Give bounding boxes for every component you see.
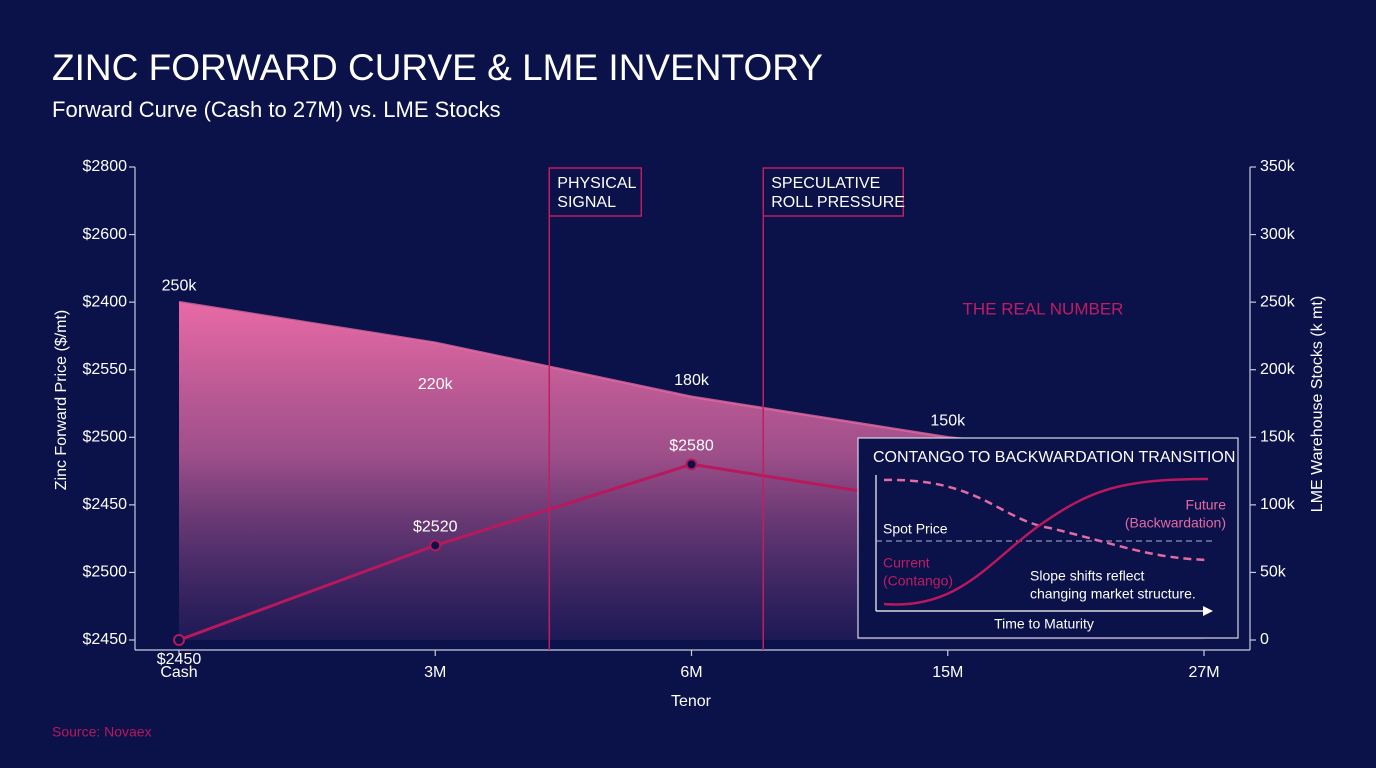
y2-tick-label: 100k: [1260, 496, 1296, 513]
y2-tick-label: 150k: [1260, 429, 1296, 446]
x-tick-label: 6M: [680, 664, 702, 681]
inset-label: Spot Price: [883, 521, 948, 537]
inset: CONTANGO TO BACKWARDATION TRANSITION Spot…: [857, 437, 1239, 639]
source: Source: Novaex: [52, 724, 152, 740]
plot: $2800 $2600 $2400 $2550 $2500 $2450 $2500 $2450…: [83, 158, 1296, 681]
inset-label: Future: [1186, 497, 1227, 513]
annotation-text: PHYSICAL: [557, 175, 636, 192]
chart-title: ZINC FORWARD CURVE & LME INVENTORY: [52, 47, 823, 88]
y2-tick-label: 0: [1260, 631, 1269, 648]
annotation-text: THE REAL NUMBER: [963, 299, 1124, 318]
contango-curve: [883, 478, 1209, 562]
value-label: 180k: [674, 372, 710, 389]
annotation-box: [762, 167, 904, 217]
inset-label: (Backwardation): [1125, 515, 1226, 531]
y-tick-label: $2450: [83, 631, 128, 648]
inset-label: changing market structure.: [1030, 586, 1196, 602]
y-axis-title: Zinc Forward Price ($/mt): [53, 310, 70, 490]
x-axis-title: Tenor: [671, 693, 712, 710]
y2-tick-label: 350k: [1260, 158, 1296, 175]
y-tick-label: $2400: [83, 293, 128, 310]
y-tick-label: $2450: [83, 496, 128, 513]
y-tick-label: $2600: [83, 226, 128, 243]
value-label: 150k: [930, 413, 966, 430]
y-tick-label: $2800: [83, 158, 128, 175]
value-label: 250k: [162, 277, 198, 294]
inset-axis-label: Time to Maturity: [994, 616, 1094, 632]
x-tick-label: 3M: [424, 664, 446, 681]
x-tick-label: 27M: [1188, 664, 1219, 681]
value-label: $2520: [413, 519, 458, 536]
inset-title: CONTANGO TO BACKWARDATION TRANSITION: [873, 449, 1235, 466]
price-point: [429, 539, 442, 552]
inset-label: Current: [883, 555, 930, 571]
value-label: 220k: [418, 376, 454, 393]
value-label: $2450: [157, 651, 202, 668]
annotation-text: ROLL PRESSURE: [771, 194, 905, 211]
y2-axis-title: LME Warehouse Stocks (k mt): [1309, 296, 1326, 512]
value-label: $2580: [669, 438, 714, 455]
inset-label: Slope shifts reflect: [1030, 568, 1144, 584]
y-tick-label: $2500: [83, 429, 128, 446]
backwardation-curve: [883, 477, 1209, 606]
chart-subtitle: Forward Curve (Cash to 27M) vs. LME Stoc…: [52, 97, 501, 122]
inset-arrow: [1203, 606, 1213, 616]
inset-box: [857, 437, 1239, 639]
inset-label: (Contango): [883, 573, 953, 589]
price-point: [685, 458, 698, 471]
y2-tick-label: 300k: [1260, 226, 1296, 243]
y-tick-label: $2500: [83, 564, 128, 581]
y2-tick-label: 250k: [1260, 293, 1296, 310]
y2-tick-label: 50k: [1260, 564, 1287, 581]
annotation-text: SIGNAL: [557, 194, 616, 211]
y-tick-label: $2550: [83, 361, 128, 378]
y2-tick-label: 200k: [1260, 361, 1296, 378]
price-point: [173, 634, 185, 646]
x-tick-label: Cash: [160, 664, 197, 681]
annotation-box: [548, 167, 643, 217]
annotation-text: SPECULATIVE: [771, 175, 880, 192]
x-tick-label: 15M: [932, 664, 963, 681]
